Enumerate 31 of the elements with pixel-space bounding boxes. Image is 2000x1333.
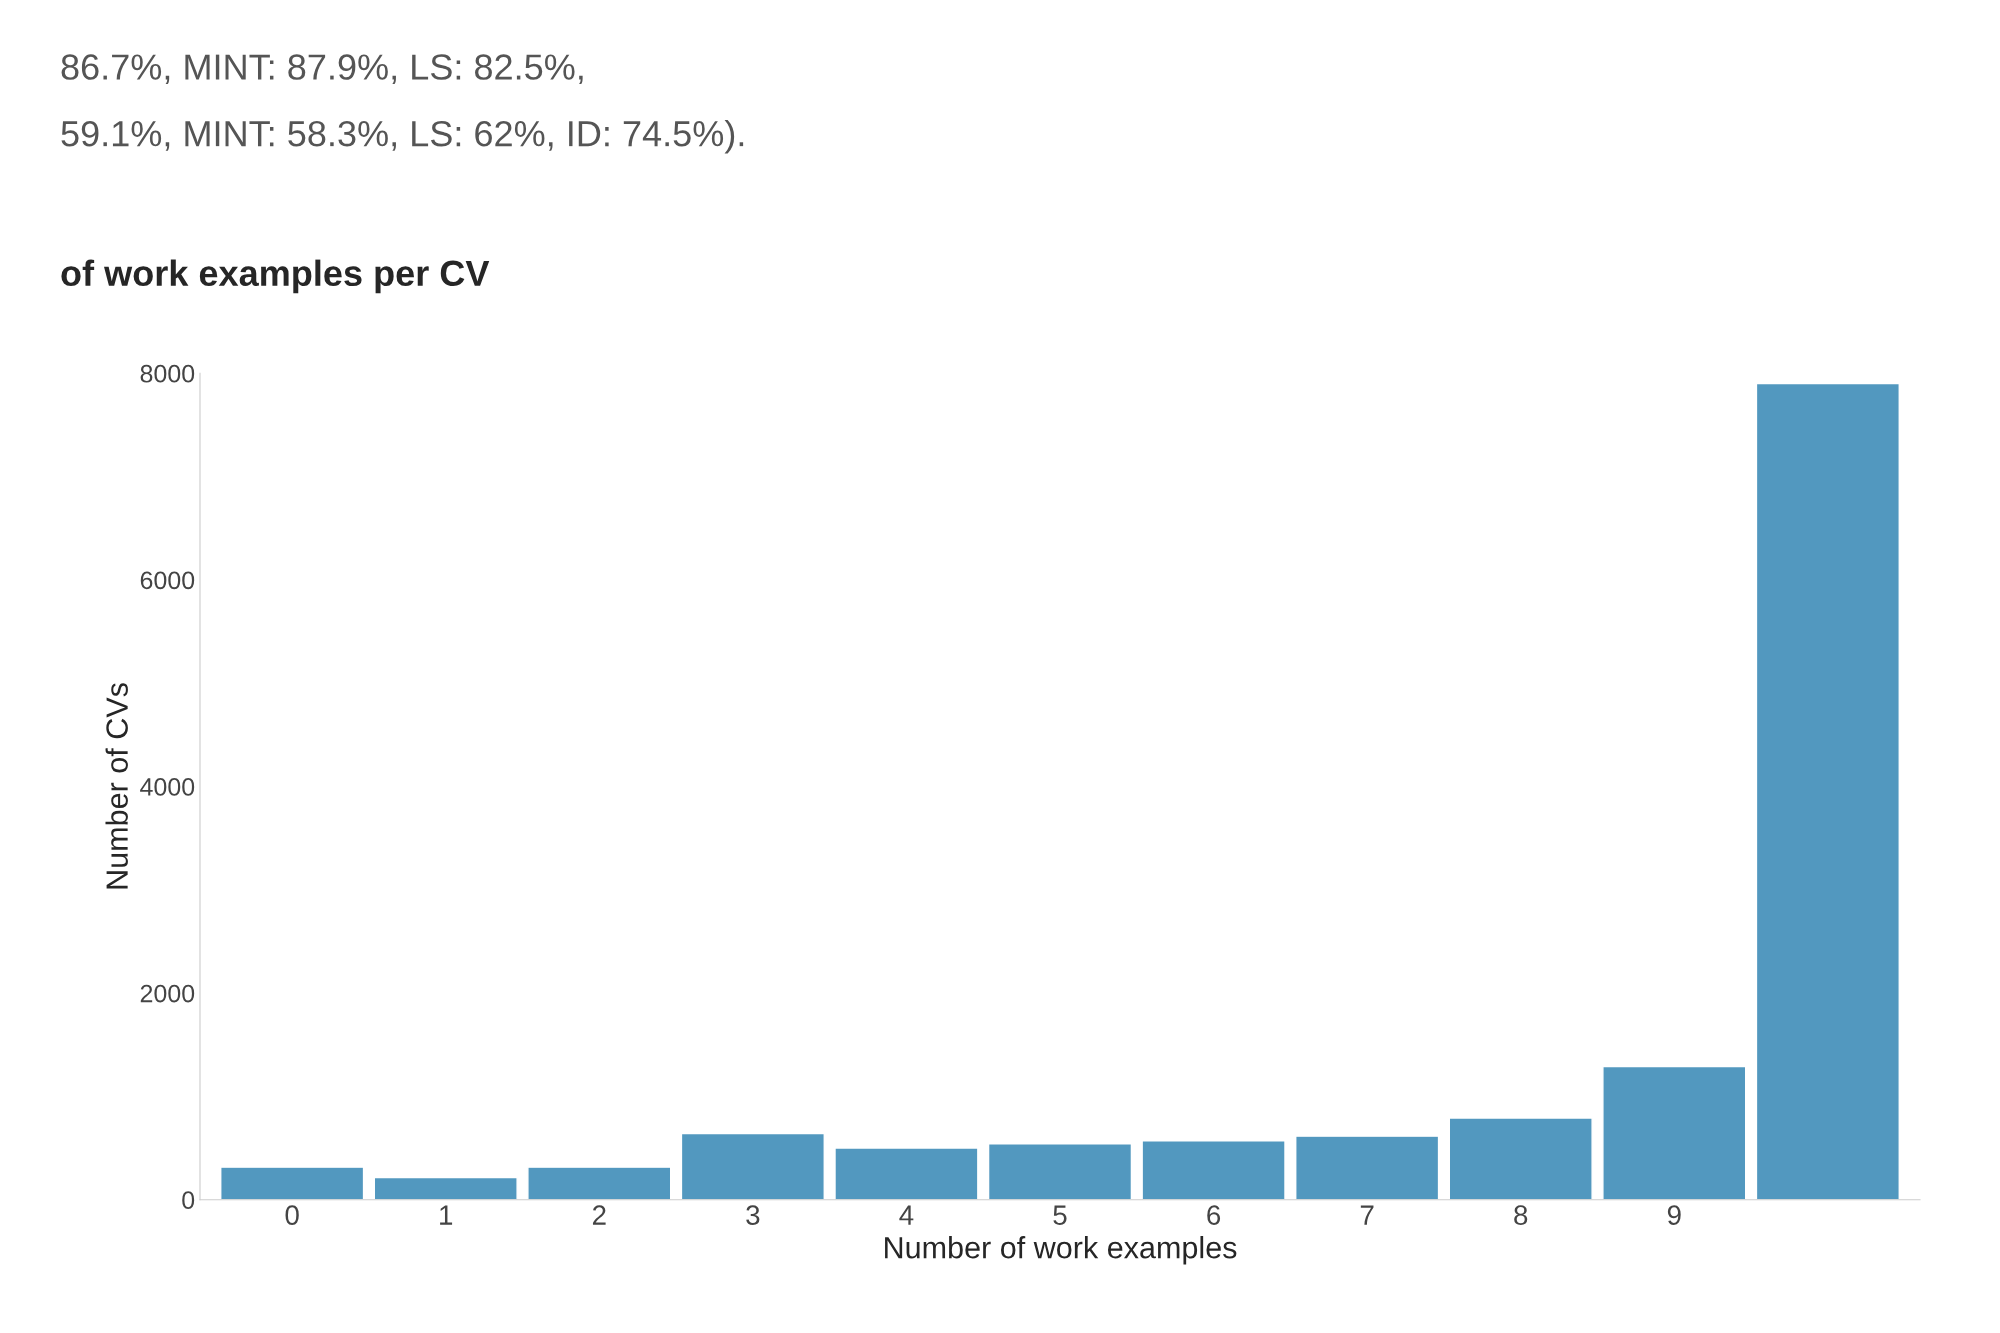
y-axis-title: Number of CVs (105, 683, 128, 889)
bar (373, 1176, 518, 1200)
y-tick-label: 4000 (140, 778, 195, 796)
x-tick-label: 6 (1207, 1205, 1221, 1225)
bar (220, 1166, 365, 1200)
x-tick-label: 4 (899, 1205, 914, 1225)
chart-title: of work examples per CV (61, 259, 490, 294)
x-axis-title: Number of work examples (885, 1236, 1237, 1265)
y-tick-label: 6000 (140, 571, 195, 590)
y-tick-label: 0 (182, 1191, 195, 1209)
x-tick-label: 9 (1667, 1205, 1681, 1225)
text: 86.7%, MINT: 87.9%, LS: 82.5%, (61, 54, 583, 85)
x-tick-label: 3 (746, 1205, 760, 1225)
bar (1295, 1135, 1440, 1200)
x-tick-label: 8 (1514, 1205, 1528, 1225)
bar (527, 1166, 672, 1200)
x-tick-label: 0 (285, 1205, 299, 1225)
x-tick-label: 5 (1053, 1205, 1067, 1225)
bar (1755, 382, 1900, 1200)
text: 59.1%, MINT: 58.3%, LS: 62%, ID: 74.5%). (61, 119, 744, 154)
x-tick-label: 2 (592, 1205, 606, 1225)
y-tick-label: 8000 (140, 364, 195, 383)
bar (987, 1143, 1133, 1200)
bar (1448, 1117, 1593, 1200)
bar (1141, 1140, 1286, 1200)
bar (834, 1147, 979, 1200)
bar (680, 1132, 825, 1200)
bar (1602, 1065, 1747, 1200)
y-tick-label: 2000 (140, 984, 195, 1003)
x-tick-label: 7 (1360, 1205, 1374, 1225)
x-tick-label: 1 (440, 1205, 453, 1225)
